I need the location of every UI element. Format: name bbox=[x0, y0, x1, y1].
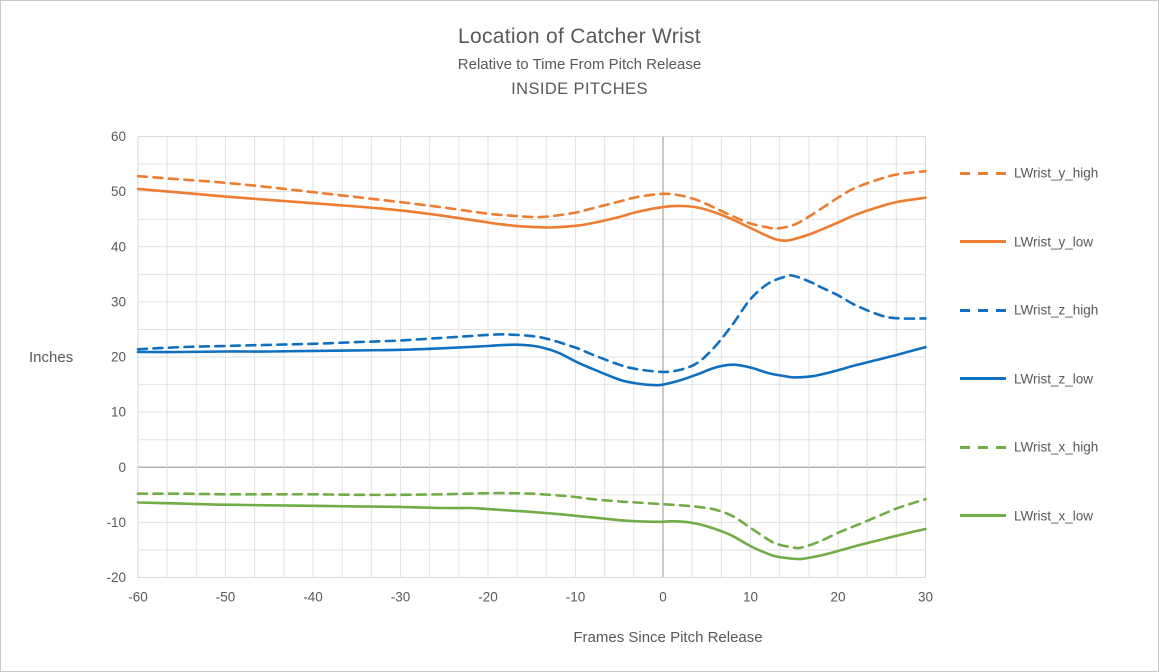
legend-swatch-solid-line bbox=[960, 514, 1006, 517]
y-tick-label: 50 bbox=[111, 184, 126, 199]
legend-label: LWrist_y_low bbox=[1014, 234, 1094, 249]
x-tick-label: 10 bbox=[743, 590, 758, 605]
legend-item-LWrist_z_high: LWrist_z_high bbox=[959, 303, 1098, 318]
y-tick-label: 0 bbox=[118, 460, 126, 475]
x-tick-label: -20 bbox=[478, 590, 498, 605]
x-tick-label: -60 bbox=[128, 590, 148, 605]
legend-item-LWrist_y_high: LWrist_y_high bbox=[959, 166, 1098, 181]
x-tick-label: -50 bbox=[216, 590, 236, 605]
legend-swatch-dashed-line bbox=[960, 171, 1006, 175]
series-LWrist_y_high-line bbox=[136, 169, 927, 231]
y-tick-label: 60 bbox=[111, 129, 126, 144]
legend-label: LWrist_z_high bbox=[1014, 302, 1099, 318]
legend-swatch-solid-line bbox=[960, 240, 1006, 243]
series-LWrist_z_low-line bbox=[136, 343, 927, 387]
y-tick-label: 10 bbox=[111, 405, 126, 420]
series-LWrist_y_low-line bbox=[136, 187, 927, 243]
y-tick-label: -20 bbox=[106, 570, 126, 585]
legend-swatch-dashed-line bbox=[960, 308, 1006, 312]
legend: LWrist_y_high LWrist_y_low LWrist_z_high LW… bbox=[959, 1, 1158, 671]
x-tick-label: 30 bbox=[918, 590, 933, 605]
series-LWrist_x_low-line bbox=[136, 501, 927, 561]
chart-title: Location of Catcher Wrist bbox=[458, 25, 701, 48]
plot-border bbox=[137, 136, 926, 578]
legend-label: LWrist_x_high bbox=[1014, 439, 1099, 455]
legend-item-LWrist_x_high: LWrist_x_high bbox=[959, 440, 1098, 455]
legend-label: LWrist_z_low bbox=[1014, 371, 1094, 386]
x-axis-title: Frames Since Pitch Release bbox=[573, 629, 763, 646]
y-axis-title: Inches bbox=[29, 349, 74, 366]
legend-item-LWrist_y_low: LWrist_y_low bbox=[959, 234, 1093, 249]
y-tick-label: 40 bbox=[111, 239, 126, 254]
legend-swatch-dashed-line bbox=[960, 445, 1006, 449]
x-tick-label: 0 bbox=[659, 590, 667, 605]
series-LWrist_z_high-line bbox=[136, 274, 927, 374]
legend-item-LWrist_x_low: LWrist_x_low bbox=[959, 508, 1093, 523]
x-tick-label: 20 bbox=[830, 590, 845, 605]
tick-labels: -60 -50 -40 -30 -20 -10 0 10 20 30 60 50 40 30 20 10 0 -1… bbox=[106, 129, 933, 605]
x-tick-label: -30 bbox=[391, 590, 411, 605]
y-tick-label: 30 bbox=[111, 294, 126, 309]
legend-swatch-solid-line bbox=[960, 377, 1006, 380]
y-tick-label: -10 bbox=[106, 515, 126, 530]
chart-subtitle-2: INSIDE PITCHES bbox=[511, 80, 648, 98]
legend-item-LWrist_z_low: LWrist_z_low bbox=[959, 371, 1093, 386]
legend-label: LWrist_x_low bbox=[1014, 508, 1094, 523]
series-LWrist_x_high-line bbox=[136, 491, 927, 550]
x-tick-label: -40 bbox=[303, 590, 323, 605]
y-tick-label: 20 bbox=[111, 350, 126, 365]
series-lines bbox=[136, 169, 927, 561]
legend-label: LWrist_y_high bbox=[1014, 165, 1099, 181]
x-tick-label: -10 bbox=[566, 590, 586, 605]
chart-subtitle: Relative to Time From Pitch Release bbox=[457, 56, 702, 73]
